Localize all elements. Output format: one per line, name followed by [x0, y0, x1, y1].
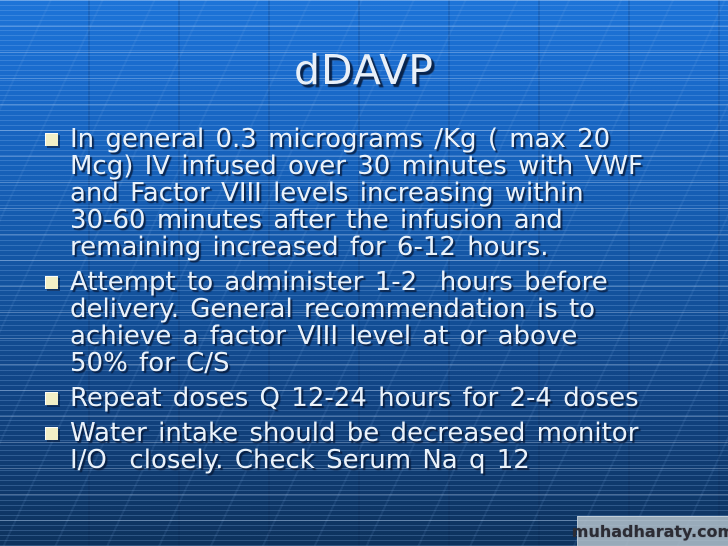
- bullet-square-icon: [45, 427, 58, 440]
- bullet-text-line: Repeat doses Q 12-24 hours for 2-4 doses: [70, 383, 639, 413]
- slide-title: dDAVP: [293, 46, 435, 94]
- bullet-text-line: remaining increased for 6-12 hours.: [70, 232, 549, 262]
- bullet-text-line: I/O closely. Check Serum Na q 12: [70, 445, 530, 475]
- bullet-text-line: Mcg) IV infused over 30 minutes with VWF: [70, 151, 643, 181]
- bullet-square-icon: [45, 392, 58, 405]
- list-item: In general 0.3 micrograms /Kg ( max 20 Mc…: [0, 126, 700, 261]
- bullet-list: In general 0.3 micrograms /Kg ( max 20 Mc…: [0, 126, 700, 482]
- bullet-text-line: achieve a factor VIII level at or above: [70, 321, 578, 351]
- bullet-text-line: Attempt to administer 1-2 hours before: [70, 267, 608, 297]
- bullet-text-line: Water intake should be decreased monitor: [70, 418, 639, 448]
- watermark-text: muhadharaty.com: [571, 522, 728, 541]
- list-item: Water intake should be decreased monitor…: [0, 420, 700, 474]
- bullet-square-icon: [45, 276, 58, 289]
- bullet-square-icon: [45, 133, 58, 146]
- bullet-text-line: delivery. General recommendation is to: [70, 294, 596, 324]
- bullet-text-line: 30-60 minutes after the infusion and: [70, 205, 563, 235]
- list-item: Repeat doses Q 12-24 hours for 2-4 doses: [0, 385, 700, 412]
- list-item: Attempt to administer 1-2 hours before de…: [0, 269, 700, 377]
- bullet-text-line: and Factor VIII levels increasing within: [70, 178, 584, 208]
- watermark-badge: muhadharaty.com: [572, 516, 728, 546]
- bullet-text-line: In general 0.3 micrograms /Kg ( max 20: [70, 124, 611, 154]
- bullet-text-line: 50% for C/S: [70, 348, 230, 378]
